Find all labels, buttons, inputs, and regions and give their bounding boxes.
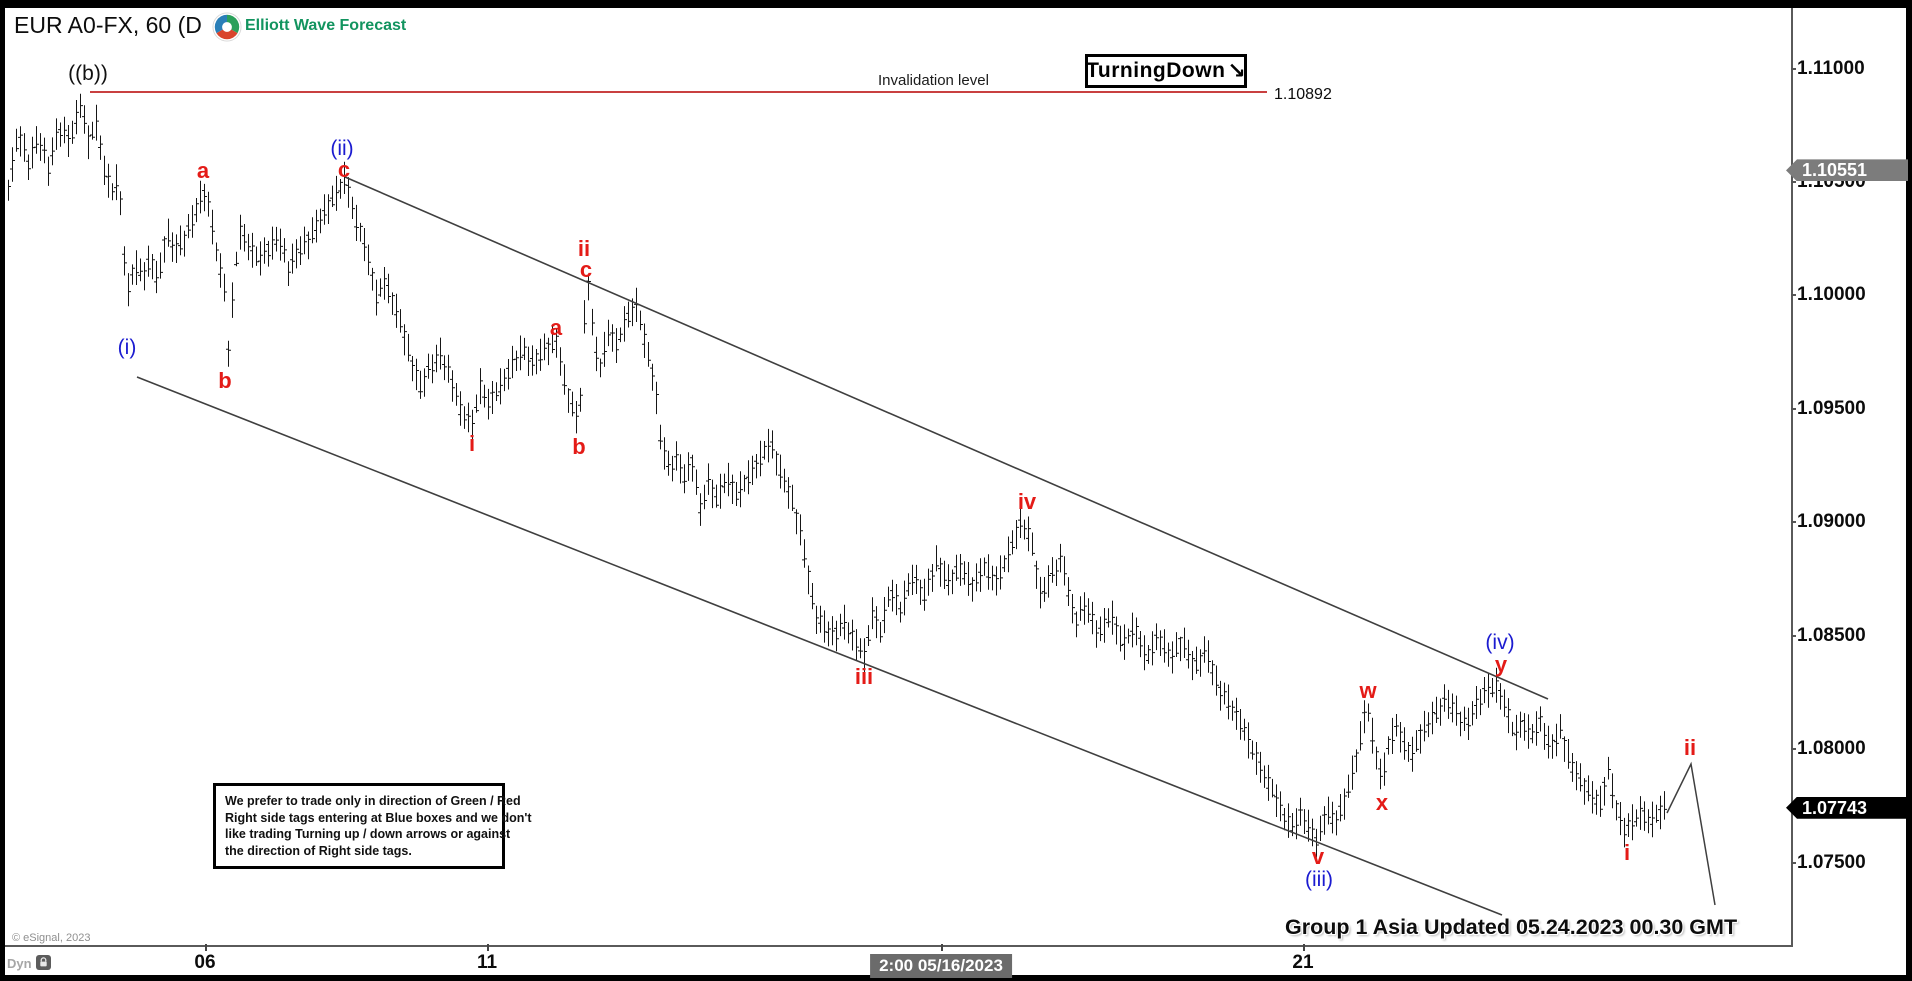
price-tick-mark: [1791, 294, 1796, 297]
turning-down-arrow-icon: ↘: [1227, 58, 1246, 83]
window-frame-bottom: [0, 975, 1912, 981]
price-tick-1.07500: 1.07500: [1797, 851, 1866, 873]
time-label-11: 11: [476, 952, 498, 973]
invalidation-price-value: 1.10892: [1274, 86, 1332, 103]
note-line: We prefer to trade only in direction of …: [225, 794, 521, 808]
window-frame-right: [1906, 0, 1912, 981]
wave-label-ii: ii: [1683, 735, 1697, 760]
note-line: the direction of Right side tags.: [225, 843, 412, 858]
trading-note-box: We prefer to trade only in direction of …: [213, 783, 532, 869]
price-tick-1.08500: 1.08500: [1797, 624, 1866, 646]
price-tick-mark: [1791, 181, 1796, 183]
wave-label-y: y: [1494, 652, 1508, 677]
price-tick-mark: [1791, 67, 1796, 70]
time-tick-mark: [941, 944, 943, 951]
price-tick-1.09000: 1.09000: [1797, 511, 1866, 533]
wave-label-b: ((b)): [68, 62, 108, 85]
time-label-2-00-05-16-2023: 2:00 05/16/2023: [870, 954, 1012, 978]
wave-label-b: b: [572, 434, 586, 459]
wave-label-iii: (iii): [1305, 868, 1333, 891]
invalidation-level-label: Invalidation level: [878, 72, 989, 89]
wave-label-c: c: [579, 257, 593, 282]
turning-down-callout: TurningDown ↘: [1085, 54, 1247, 88]
wave-label-i: i: [468, 431, 476, 456]
wave-label-x: x: [1375, 790, 1389, 815]
price-axis-line: [1791, 8, 1793, 947]
price-tick-mark: [1791, 407, 1796, 410]
price-tick-1.10000: 1.10000: [1797, 284, 1866, 306]
window-frame-top: [0, 0, 1912, 8]
price-tick-1.11000: 1.11000: [1797, 57, 1865, 79]
dyn-mode-label: Dyn: [7, 956, 32, 971]
channel-trendline-upper: [344, 176, 1549, 700]
brand-name: Elliott Wave Forecast: [245, 17, 407, 34]
wave-label-b: b: [218, 368, 232, 393]
note-line: Right side tags entering at Blue boxes a…: [225, 810, 532, 825]
wave-label-a: a: [549, 315, 563, 340]
price-tick-mark: [1791, 521, 1796, 524]
time-axis-line: [5, 945, 1793, 947]
time-label-21: 21: [1292, 952, 1314, 973]
wave-label-c: c: [337, 157, 351, 182]
time-tick-mark: [1303, 944, 1305, 951]
price-tick-mark: [1791, 861, 1796, 864]
wave-label-i: i: [1623, 840, 1631, 865]
wave-label-i: (i): [117, 336, 137, 359]
price-tick-mark: [1791, 634, 1796, 637]
price-tick-1.09500: 1.09500: [1797, 397, 1866, 419]
wave-label-a: a: [196, 158, 210, 183]
window-frame-left: [0, 0, 5, 981]
elliott-wave-logo-icon: [212, 12, 242, 42]
price-tag-1.10551: 1.10551: [1786, 159, 1908, 182]
price-tick-mark: [1791, 748, 1796, 751]
group-update-note: Group 1 Asia Updated 05.24.2023 00.30 GM…: [1285, 915, 1738, 939]
time-tick-mark: [205, 944, 207, 951]
wave-label-w: w: [1359, 678, 1377, 703]
time-tick-mark: [487, 944, 489, 951]
wave-label-iii: iii: [854, 664, 874, 689]
ohlc-bars: [8, 93, 1667, 858]
note-line: like trading Turning up / down arrows or…: [225, 827, 511, 841]
projection-path: [1666, 761, 1716, 906]
time-label-06: 06: [194, 952, 216, 973]
price-tick-1.08000: 1.08000: [1797, 738, 1866, 760]
price-tag-1.07743: 1.07743: [1786, 796, 1908, 819]
wave-label-iv: iv: [1017, 489, 1037, 514]
symbol-title: EUR A0-FX, 60 (D: [14, 12, 202, 38]
copyright-text: © eSignal, 2023: [12, 932, 91, 944]
lock-icon[interactable]: [36, 955, 51, 970]
turning-down-label: TurningDown: [1086, 59, 1226, 82]
wave-label-v: v: [1311, 844, 1325, 869]
